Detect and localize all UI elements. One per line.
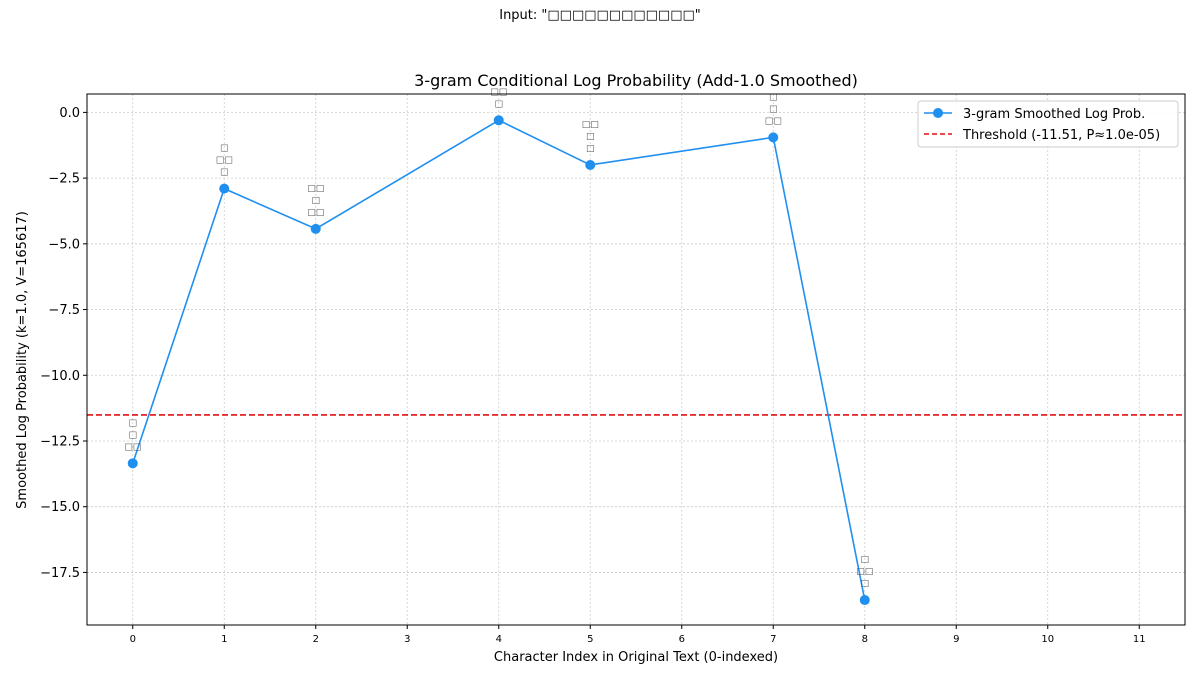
point-annotation: □ xyxy=(586,132,595,142)
point-annotation: □□ xyxy=(765,116,782,126)
point-annotation: □ xyxy=(769,104,778,114)
x-tick-label: 11 xyxy=(1133,634,1146,645)
data-point xyxy=(127,458,138,469)
x-tick-label: 1 xyxy=(221,634,227,645)
legend: 3-gram Smoothed Log Prob. Threshold (-11… xyxy=(917,100,1179,148)
y-axis-ticks: 0.0 −2.5 −5.0 −7.5 −10.0 −12.5 −15.0 −17.5 xyxy=(40,106,87,581)
point-annotation: □□ xyxy=(307,208,324,218)
y-tick-label: −17.5 xyxy=(40,566,80,581)
data-point xyxy=(219,183,230,194)
point-annotation: □ xyxy=(128,418,137,428)
data-point xyxy=(493,115,504,126)
point-annotation: □□ xyxy=(124,442,141,452)
point-annotation: □□ xyxy=(856,567,873,577)
legend-threshold-label: Threshold (-11.51, P≈1.0e-05) xyxy=(962,128,1160,143)
x-tick-label: 5 xyxy=(587,634,593,645)
y-tick-label: −15.0 xyxy=(40,500,80,515)
x-tick-label: 3 xyxy=(404,634,410,645)
point-annotation: □ xyxy=(769,92,778,102)
point-annotation: □□ xyxy=(490,87,507,97)
data-point xyxy=(585,159,596,170)
figure-suptitle: Input: "□□□□□□□□□□□□" xyxy=(499,8,701,23)
point-annotation: □□ xyxy=(216,156,233,166)
point-annotation: □ xyxy=(494,99,503,109)
point-annotation: □□ xyxy=(582,120,599,130)
legend-series-label: 3-gram Smoothed Log Prob. xyxy=(963,107,1145,122)
point-annotation: □ xyxy=(311,196,320,206)
data-point xyxy=(859,595,870,606)
x-tick-label: 6 xyxy=(679,634,685,645)
point-annotation: □ xyxy=(860,579,869,589)
series-layer xyxy=(127,115,870,606)
point-annotation: □ xyxy=(586,144,595,154)
legend-box xyxy=(917,100,1179,148)
y-tick-label: −12.5 xyxy=(40,434,80,449)
annotation-layer: □□□□□□□□□□□□□□□□□□□□□□□□□□□□ xyxy=(124,87,873,589)
point-annotation: □ xyxy=(220,144,229,154)
x-tick-label: 4 xyxy=(496,634,502,645)
data-point xyxy=(310,223,321,234)
plot-frame xyxy=(86,93,1186,626)
y-axis-label: Smoothed Log Probability (k=1.0, V=16561… xyxy=(15,211,30,509)
point-annotation: □□ xyxy=(307,184,324,194)
x-tick-label: 10 xyxy=(1041,634,1054,645)
x-tick-label: 9 xyxy=(953,634,959,645)
y-tick-label: 0.0 xyxy=(59,106,80,121)
x-axis-ticks: 0 1 2 3 4 5 6 7 8 9 10 11 xyxy=(130,625,1146,645)
x-axis-label: Character Index in Original Text (0-inde… xyxy=(494,650,778,665)
y-tick-label: −10.0 xyxy=(40,369,80,384)
y-tick-label: −2.5 xyxy=(48,172,80,187)
point-annotation: □ xyxy=(128,430,137,440)
x-tick-label: 2 xyxy=(313,634,319,645)
x-tick-label: 7 xyxy=(770,634,776,645)
series-line xyxy=(131,119,866,601)
y-tick-label: −5.0 xyxy=(48,237,80,252)
x-tick-label: 8 xyxy=(862,634,868,645)
chart-title: 3-gram Conditional Log Probability (Add-… xyxy=(414,71,858,90)
data-point xyxy=(768,132,779,143)
point-annotation: □ xyxy=(860,555,869,565)
legend-series-marker xyxy=(933,108,943,118)
grid-lines xyxy=(87,94,1185,625)
y-tick-label: −7.5 xyxy=(48,303,80,318)
point-annotation: □ xyxy=(220,168,229,178)
x-tick-label: 0 xyxy=(130,634,136,645)
